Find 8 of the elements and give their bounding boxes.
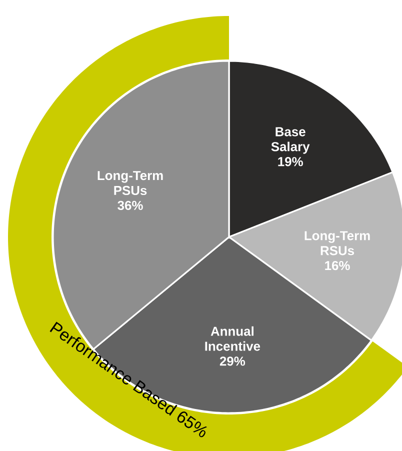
slice-label: Base Salary: [271, 127, 310, 154]
slice-label: Long-Term RSUs: [304, 231, 370, 256]
slice-label: Annual Incentive: [205, 326, 260, 351]
slice-label: Long-Term PSUs: [98, 171, 163, 196]
data-label: 29%: [220, 356, 246, 366]
data-label: 19%: [278, 157, 303, 166]
data-label: 36%: [118, 200, 143, 210]
data-label: 16%: [325, 260, 350, 270]
